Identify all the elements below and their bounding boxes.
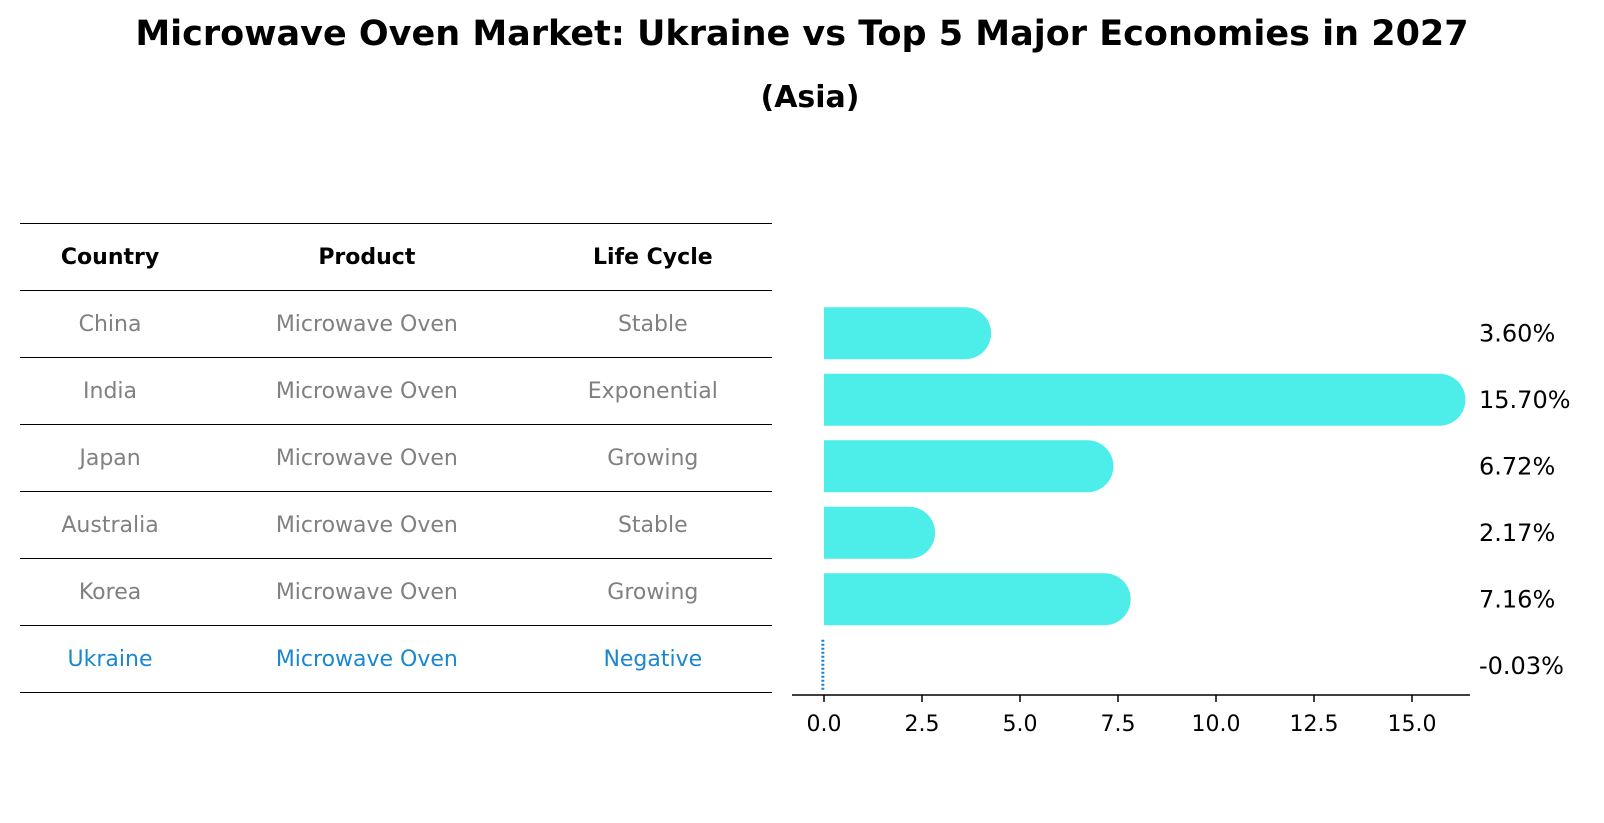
comparison-table: Country Product Life Cycle China Microwa… — [20, 223, 772, 693]
table-row: China Microwave Oven Stable — [20, 290, 772, 358]
cell-life-cycle: Stable — [533, 290, 772, 358]
cell-product: Microwave Oven — [200, 424, 534, 492]
cell-life-cycle: Stable — [533, 491, 772, 559]
cell-product: Microwave Oven — [200, 290, 534, 358]
table-row: Korea Microwave Oven Growing — [20, 558, 772, 626]
cell-country: Ukraine — [20, 625, 201, 693]
cell-country: India — [20, 357, 201, 425]
table-row: Japan Microwave Oven Growing — [20, 424, 772, 492]
x-tick-label: 7.5 — [1101, 712, 1136, 737]
cell-country: Australia — [20, 491, 201, 559]
cell-product: Microwave Oven — [200, 357, 534, 425]
x-tick-label: 2.5 — [905, 712, 940, 737]
x-tick-label: 10.0 — [1192, 712, 1241, 737]
cell-life-cycle: Negative — [533, 625, 772, 693]
data-label-korea: 7.16% — [1479, 585, 1555, 613]
table-row: Australia Microwave Oven Stable — [20, 491, 772, 559]
x-tick-label: 0.0 — [807, 712, 842, 737]
bar-india — [824, 373, 1466, 426]
chart-title: Microwave Oven Market: Ukraine vs Top 5 … — [135, 14, 1469, 54]
cell-product: Microwave Oven — [200, 625, 534, 693]
cell-country: Japan — [20, 424, 201, 492]
header-life-cycle: Life Cycle — [533, 223, 772, 291]
table-row-highlight: Ukraine Microwave Oven Negative — [20, 625, 772, 693]
cell-life-cycle: Exponential — [533, 357, 772, 425]
cell-country: Korea — [20, 558, 201, 626]
data-label-japan: 6.72% — [1479, 452, 1555, 480]
data-label-china: 3.60% — [1479, 319, 1555, 347]
data-label-india: 15.70% — [1479, 386, 1571, 414]
table-header-row: Country Product Life Cycle — [20, 223, 772, 291]
header-country: Country — [20, 223, 201, 291]
cell-country: China — [20, 290, 201, 358]
cell-life-cycle: Growing — [533, 424, 772, 492]
bar-korea — [824, 573, 1131, 626]
header-product: Product — [200, 223, 534, 291]
bar-china — [824, 307, 992, 360]
data-label-ukraine: -0.03% — [1479, 652, 1564, 680]
cell-life-cycle: Growing — [533, 558, 772, 626]
x-tick-label: 12.5 — [1290, 712, 1339, 737]
data-label-australia: 2.17% — [1479, 519, 1555, 547]
cell-product: Microwave Oven — [200, 558, 534, 626]
x-tick-label: 5.0 — [1003, 712, 1038, 737]
table-row: India Microwave Oven Exponential — [20, 357, 772, 425]
cell-product: Microwave Oven — [200, 491, 534, 559]
bar-australia — [824, 506, 936, 559]
bar-japan — [824, 440, 1114, 493]
x-tick-label: 15.0 — [1388, 712, 1437, 737]
chart-subtitle: (Asia) — [760, 80, 860, 115]
